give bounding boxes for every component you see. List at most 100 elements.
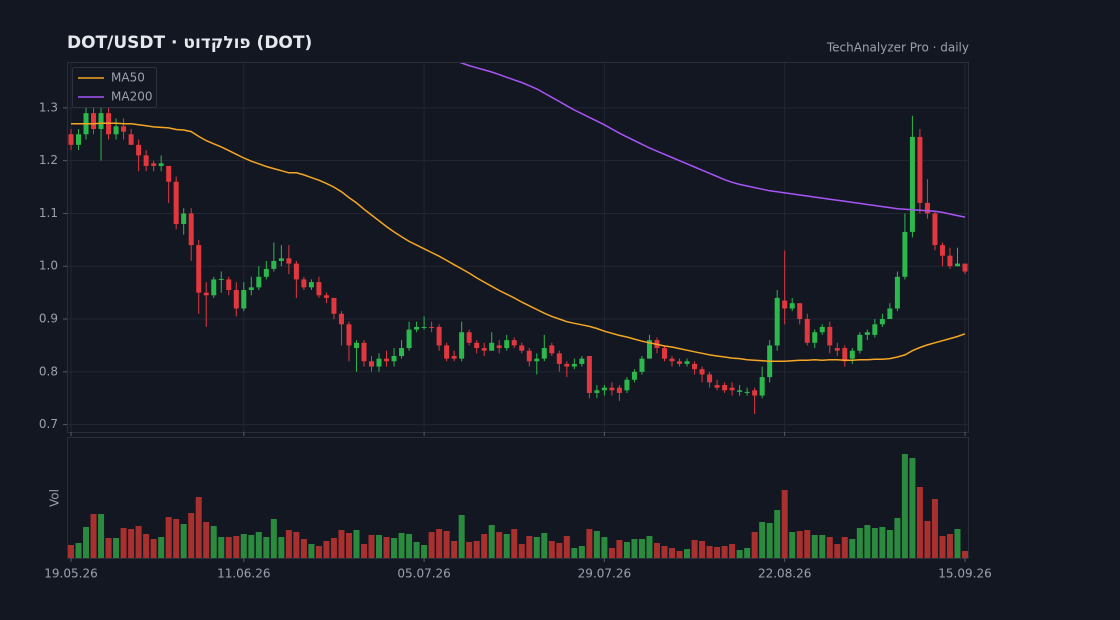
volume-bar [736,550,743,558]
volume-bar [886,530,893,558]
volume-bar [894,518,901,558]
volume-bar [233,536,240,558]
candle-body [361,342,367,362]
volume-panel [67,437,969,559]
candle-body [316,282,322,296]
volume-bar [578,546,585,558]
candle-body [586,355,592,393]
candle-body [128,134,134,145]
candle-body [489,342,495,351]
candle-body [556,353,562,364]
volume-bar [278,537,285,558]
candle-body [909,136,915,232]
volume-bar [173,519,180,558]
y-tick-label: 1.3 [39,100,58,114]
candle-body [722,385,728,391]
candle-body [594,390,600,393]
candle-body [661,348,667,359]
candle-body [346,324,352,346]
volume-bar [451,541,458,558]
legend-label: MA200 [111,90,152,104]
candle-body [241,289,247,309]
volume-bar [263,537,270,558]
volume-bar [533,537,540,558]
volume-bar [345,533,352,558]
candle-body [256,276,262,288]
candle-body [76,134,82,145]
candle-body [872,324,878,335]
candle-body [248,287,254,290]
candle-body [338,313,344,325]
candle-body [827,326,833,346]
candle-body [414,326,420,330]
candle-body [166,165,172,182]
volume-bar [285,530,292,558]
legend-label: MA50 [111,71,145,85]
candle-body [286,258,292,264]
volume-bar [353,530,360,558]
candle-body [421,326,427,328]
volume-bar [593,531,600,558]
volume-bar [473,541,480,558]
volume-bar [638,539,645,558]
candle-body [376,358,382,367]
candle-body [323,295,329,298]
candle-body [684,361,690,364]
candle-body [263,268,269,277]
volume-bar [75,543,82,558]
volume-bar [811,535,818,558]
y-tick-label: 0.8 [39,364,58,378]
y-tick-label: 1.1 [39,206,58,220]
volume-bars [68,454,968,558]
volume-bar [330,538,337,558]
candle-body [842,348,848,362]
volume-bar [608,548,615,558]
volume-bar [699,541,706,558]
volume-bar [105,538,112,558]
candle-body [894,276,900,309]
candle-body [789,303,795,309]
volume-bar [428,532,435,558]
candle-body [631,371,637,380]
volume-bar [796,531,803,558]
volume-bar [300,539,307,558]
chart-title: DOT/USDT · פולקדוט (DOT) [67,33,312,53]
candle-body [677,361,683,364]
volume-bar [646,536,653,558]
volume-bar [924,521,931,558]
volume-bar [406,534,413,558]
volume-bar [308,544,315,558]
volume-bar [398,533,405,558]
volume-bar [150,539,157,558]
candle-body [729,387,735,391]
candle-body [571,363,577,367]
candle-body [609,387,615,391]
grid: 0.7 0.8 0.9 1.0 1.1 1.2 1.3 19.05.26 11.06.26 05.… [39,63,992,581]
candle-body [436,326,442,346]
volume-bar [774,510,781,558]
volume-bar [759,522,766,558]
candle-body [549,345,555,354]
candle-body [91,113,97,129]
candle-body [692,363,698,370]
volume-bar [871,528,878,558]
candle-body [624,379,630,391]
candle-body [737,390,743,392]
candle-body [331,297,337,314]
candle-body [474,342,480,349]
candle-body [939,245,945,256]
volume-bar [744,548,751,558]
volume-bar [834,544,841,558]
candle-body [369,361,375,367]
candle-body [669,358,675,362]
volume-bar [766,523,773,558]
candle-body [804,319,810,343]
candle-body [782,300,788,309]
volume-bar [443,531,450,558]
volume-bar [368,535,375,558]
candle-body [504,340,510,349]
volume-bar [195,497,202,558]
volume-bar [849,539,856,558]
candle-body [646,340,652,359]
volume-bar [413,542,420,558]
